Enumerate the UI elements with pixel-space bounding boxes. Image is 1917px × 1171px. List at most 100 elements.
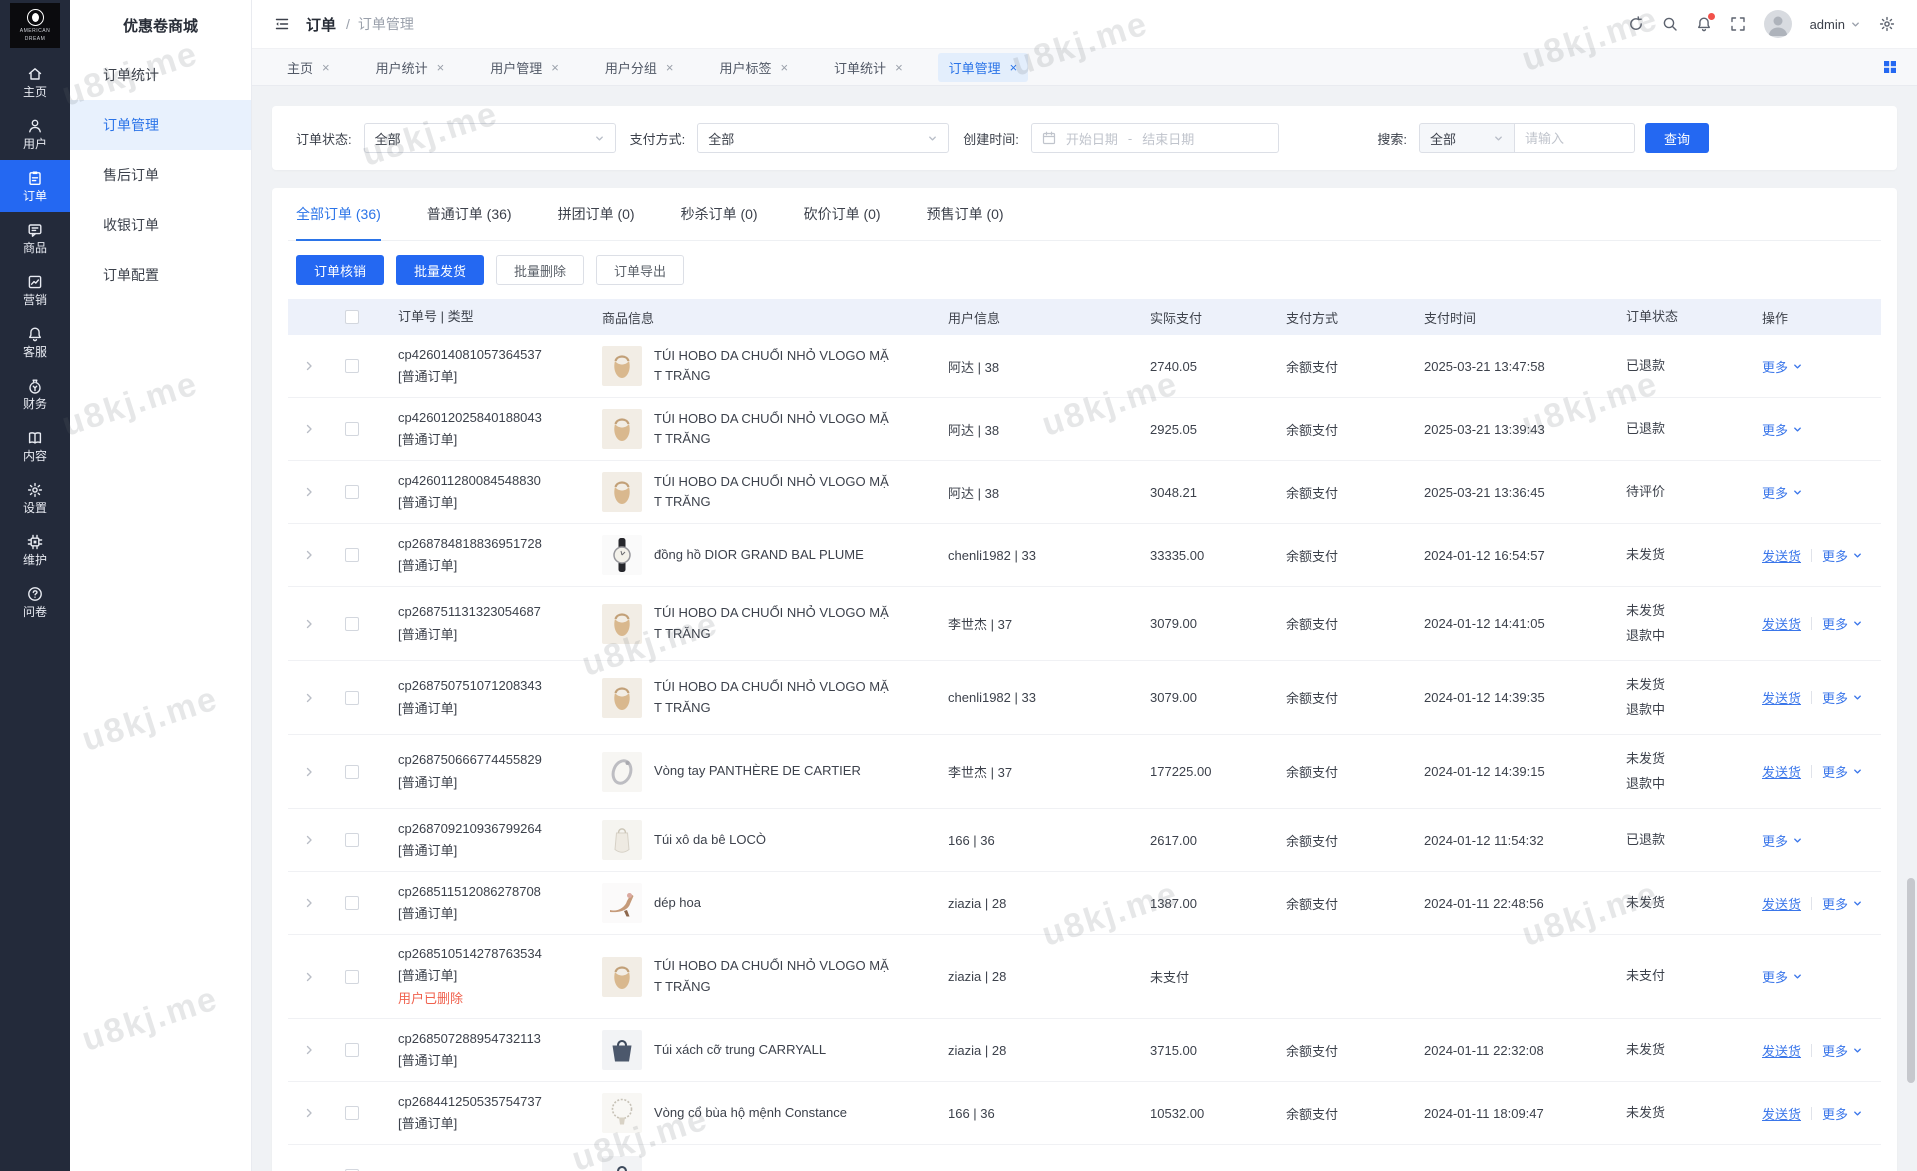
row-checkbox[interactable] — [345, 422, 359, 436]
order-status-select[interactable]: 全部 — [363, 123, 616, 153]
rail-item-settings[interactable]: 设置 — [0, 472, 70, 524]
gear-icon[interactable] — [1879, 16, 1895, 32]
close-icon[interactable]: × — [551, 59, 559, 75]
send-goods-link[interactable]: 发送货 — [1762, 1043, 1802, 1059]
toolbar-button[interactable]: 订单导出 — [596, 255, 685, 285]
expand-row-button[interactable] — [288, 1107, 330, 1119]
more-link[interactable]: 更多 — [1822, 614, 1863, 633]
close-icon[interactable]: × — [895, 59, 903, 75]
send-goods-link[interactable]: 发送货 — [1762, 765, 1802, 780]
table-row[interactable]: cp268784818836951728 [普通订单] đồng hồ DIOR… — [288, 524, 1881, 587]
rail-item-survey[interactable]: 问卷 — [0, 576, 70, 628]
more-link[interactable]: 更多 — [1822, 1104, 1863, 1123]
expand-row-button[interactable] — [288, 834, 330, 846]
close-icon[interactable]: × — [1009, 59, 1018, 75]
rail-item-maintain[interactable]: 维护 — [0, 524, 70, 576]
close-icon[interactable]: × — [665, 59, 674, 75]
rail-item-goods[interactable]: 商品 — [0, 212, 70, 264]
workspace-tab[interactable]: 用户统计 × — [365, 53, 456, 82]
toolbar-button[interactable]: 批量发货 — [396, 255, 485, 285]
row-checkbox[interactable] — [345, 1169, 359, 1171]
table-row[interactable]: cp426012025840188043 [普通订单] TÚI HOBO DA … — [288, 398, 1881, 461]
search-type-select[interactable]: 全部 — [1419, 123, 1515, 153]
row-checkbox[interactable] — [345, 616, 359, 631]
row-checkbox[interactable] — [345, 690, 359, 705]
workspace-tab[interactable]: 用户分组 × — [594, 53, 685, 82]
row-checkbox[interactable] — [345, 485, 359, 499]
workspace-tab[interactable]: 用户标签 × — [708, 53, 799, 82]
more-link[interactable]: 更多 — [1822, 1041, 1863, 1060]
send-goods-link[interactable]: 发送货 — [1762, 548, 1802, 564]
fullscreen-icon[interactable] — [1730, 16, 1746, 32]
more-link[interactable]: 更多 — [1822, 546, 1863, 565]
subnav-item-0[interactable]: 订单统计 — [103, 67, 159, 83]
table-row[interactable]: cp268441250535754737 [普通订单] Vòng cổ bùa … — [288, 1082, 1881, 1145]
collapse-menu-icon[interactable] — [274, 16, 290, 32]
rail-item-content[interactable]: 内容 — [0, 420, 70, 472]
close-icon[interactable]: × — [436, 59, 445, 75]
expand-row-button[interactable] — [288, 1044, 330, 1056]
rail-item-marketing[interactable]: 营销 — [0, 264, 70, 316]
more-link[interactable]: 更多 — [1762, 831, 1803, 850]
row-checkbox[interactable] — [345, 969, 359, 984]
expand-row-button[interactable] — [288, 423, 330, 435]
date-range-picker[interactable]: 开始日期 - 结束日期 — [1030, 123, 1279, 153]
refresh-icon[interactable] — [1628, 16, 1644, 32]
table-row[interactable]: cp268751131323054687 [普通订单] TÚI HOBO DA … — [288, 587, 1881, 661]
send-goods-link[interactable]: 发送货 — [1762, 691, 1802, 706]
expand-row-button[interactable] — [288, 766, 330, 778]
row-checkbox[interactable] — [345, 1106, 359, 1120]
expand-row-button[interactable] — [288, 897, 330, 909]
rail-item-service[interactable]: 客服 — [0, 316, 70, 368]
workspace-tab[interactable]: 订单统计 × — [823, 53, 914, 82]
close-icon[interactable]: × — [322, 59, 330, 75]
workspace-tab[interactable]: 用户管理 × — [479, 53, 570, 82]
subnav-item-4[interactable]: 订单配置 — [103, 267, 159, 283]
rail-item-order[interactable]: 订单 — [0, 160, 70, 212]
rail-item-user[interactable]: 用户 — [0, 108, 70, 160]
workspace-tab[interactable]: 主页 × — [276, 53, 341, 82]
user-menu[interactable]: admin — [1810, 17, 1861, 32]
row-checkbox[interactable] — [345, 1043, 359, 1057]
order-type-tab[interactable]: 普通订单 (36) — [426, 206, 512, 222]
expand-row-button[interactable] — [288, 486, 330, 498]
table-row[interactable]: cp268709210936799264 [普通订单] Túi xô da bê… — [288, 809, 1881, 872]
subnav-item-2[interactable]: 售后订单 — [103, 167, 159, 183]
search-icon[interactable] — [1662, 16, 1678, 32]
send-goods-link[interactable]: 发送货 — [1762, 1106, 1802, 1122]
more-link[interactable]: 更多 — [1822, 688, 1863, 707]
more-link[interactable]: 更多 — [1822, 762, 1863, 781]
close-icon[interactable]: × — [780, 59, 789, 75]
workspace-tab[interactable]: 订单管理 × — [937, 52, 1029, 82]
order-type-tab[interactable]: 拼团订单 (0) — [557, 206, 635, 222]
brand-logo[interactable]: AMERICAN DREAM — [10, 3, 60, 48]
expand-row-button[interactable] — [288, 971, 330, 983]
toolbar-button[interactable]: 订单核销 — [296, 255, 385, 285]
send-goods-link[interactable]: 发送货 — [1762, 617, 1802, 632]
table-row[interactable]: cp268507288954732113 [普通订单] Túi xách cỡ … — [288, 1019, 1881, 1082]
subnav-item-1[interactable]: 订单管理 — [70, 100, 251, 150]
subnav-item-3[interactable]: 收银订单 — [103, 217, 159, 233]
table-row[interactable]: cp268510514278763534 [普通订单] 用户已删除 TÚI HO… — [288, 935, 1881, 1019]
expand-row-button[interactable] — [288, 618, 330, 630]
order-type-tab[interactable]: 全部订单 (36) — [296, 188, 381, 241]
rail-item-home[interactable]: 主页 — [0, 56, 70, 108]
avatar[interactable] — [1763, 10, 1792, 38]
expand-row-button[interactable] — [288, 360, 330, 372]
send-goods-link[interactable]: 发送货 — [1762, 896, 1802, 912]
table-row[interactable]: cp268750751071208343 [普通订单] TÚI HOBO DA … — [288, 661, 1881, 735]
row-checkbox[interactable] — [345, 548, 359, 562]
table-row[interactable]: cp268750666774455829 [普通订单] Vòng tay PAN… — [288, 735, 1881, 809]
order-type-tab[interactable]: 预售订单 (0) — [926, 206, 1004, 222]
layout-grid-icon[interactable] — [1883, 60, 1897, 74]
toolbar-button[interactable]: 批量删除 — [496, 255, 585, 285]
expand-row-button[interactable] — [288, 692, 330, 704]
pay-method-select[interactable]: 全部 — [697, 123, 950, 153]
more-link[interactable]: 更多 — [1762, 420, 1803, 439]
table-row[interactable]: cp426011280084548830 [普通订单] TÚI HOBO DA … — [288, 461, 1881, 524]
order-type-tab[interactable]: 砍价订单 (0) — [803, 206, 881, 222]
notification-bell-icon[interactable] — [1696, 13, 1715, 32]
table-row[interactable]: cp268511512086278708 [普通订单] dép hoa ziaz… — [288, 872, 1881, 935]
row-checkbox[interactable] — [345, 896, 359, 910]
search-input[interactable] — [1515, 123, 1635, 153]
